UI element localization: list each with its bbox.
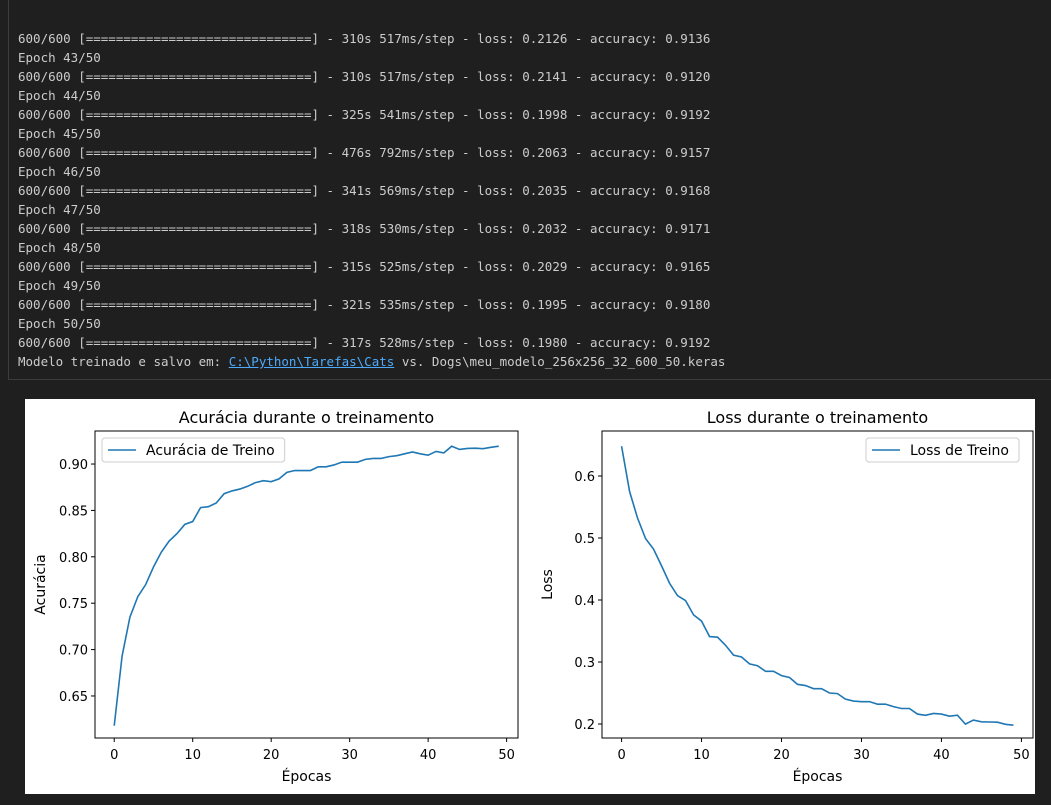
log-line: Epoch 48/50 xyxy=(18,240,101,255)
x-tick-label: 50 xyxy=(1013,748,1030,763)
x-tick-label: 0 xyxy=(110,748,118,763)
data-line xyxy=(113,445,499,726)
y-axis-label: Loss xyxy=(540,569,556,600)
x-axis-label: Épocas xyxy=(282,768,332,785)
plot-frame xyxy=(601,430,1034,739)
footer-suffix: vs. Dogs\meu_modelo_256x256_32_600_50.ke… xyxy=(394,354,726,369)
x-axis-label: Épocas xyxy=(793,768,843,785)
y-axis-label: Acurácia xyxy=(33,554,49,614)
footer-prefix: Modelo treinado e salvo em: xyxy=(18,354,229,369)
log-line: 600/600 [==============================]… xyxy=(18,297,711,312)
y-tick-label: 0.65 xyxy=(59,690,88,705)
y-tick-label: 0.3 xyxy=(574,656,595,671)
x-tick-label: 30 xyxy=(853,748,870,763)
log-line: Epoch 43/50 xyxy=(18,50,101,65)
y-tick-label: 0.5 xyxy=(574,532,595,547)
y-tick-label: 0.2 xyxy=(574,718,595,733)
x-tick-label: 30 xyxy=(341,748,358,763)
log-line: Epoch 46/50 xyxy=(18,164,101,179)
log-line: Epoch 49/50 xyxy=(18,278,101,293)
y-tick-label: 0.70 xyxy=(59,644,88,659)
log-line: 600/600 [==============================]… xyxy=(18,183,711,198)
legend-frame xyxy=(865,437,1020,463)
figure-background xyxy=(25,399,1035,794)
legend-label: Acurácia de Treino xyxy=(146,443,275,459)
legend-label: Loss de Treino xyxy=(910,443,1009,459)
log-line: Epoch 50/50 xyxy=(18,316,101,331)
x-tick-label: 0 xyxy=(617,748,625,763)
legend: Loss de Treino xyxy=(865,437,1020,463)
y-tick-label: 0.80 xyxy=(59,551,88,566)
x-tick-label: 20 xyxy=(773,748,790,763)
chart-title: Acurácia durante o treinamento xyxy=(179,408,434,427)
legend-frame xyxy=(101,437,286,463)
plot-frame xyxy=(94,430,519,739)
log-line: Epoch 45/50 xyxy=(18,126,101,141)
log-footer: Modelo treinado e salvo em: C:\Python\Ta… xyxy=(18,352,725,371)
log-line: 600/600 [==============================]… xyxy=(18,145,711,160)
legend: Acurácia de Treino xyxy=(101,437,286,463)
y-tick-label: 0.4 xyxy=(574,594,595,609)
y-tick-label: 0.75 xyxy=(59,597,88,612)
file-link[interactable]: C:\Python\Tarefas\Cats xyxy=(228,354,395,369)
x-tick-label: 20 xyxy=(263,748,280,763)
data-line xyxy=(620,446,1014,727)
x-tick-label: 10 xyxy=(693,748,710,763)
log-line: 600/600 [==============================]… xyxy=(18,31,711,46)
x-tick-label: 40 xyxy=(420,748,437,763)
y-tick-label: 0.90 xyxy=(59,458,88,473)
x-tick-label: 50 xyxy=(498,748,515,763)
log-line: 600/600 [==============================]… xyxy=(18,259,711,274)
y-tick-label: 0.85 xyxy=(59,504,88,519)
x-tick-label: 40 xyxy=(933,748,950,763)
x-tick-label: 10 xyxy=(184,748,201,763)
log-line: 600/600 [==============================]… xyxy=(18,69,711,84)
log-line: Epoch 47/50 xyxy=(18,202,101,217)
log-line: 600/600 [==============================]… xyxy=(18,221,711,236)
y-tick-label: 0.6 xyxy=(574,470,595,485)
log-line: 600/600 [==============================]… xyxy=(18,335,711,350)
output-panel: 600/600 [==============================]… xyxy=(8,0,1051,380)
log-line: 600/600 [==============================]… xyxy=(18,107,711,122)
chart-title: Loss durante o treinamento xyxy=(707,408,928,427)
log-line: Epoch 44/50 xyxy=(18,88,101,103)
log: 600/600 [==============================]… xyxy=(18,0,725,409)
